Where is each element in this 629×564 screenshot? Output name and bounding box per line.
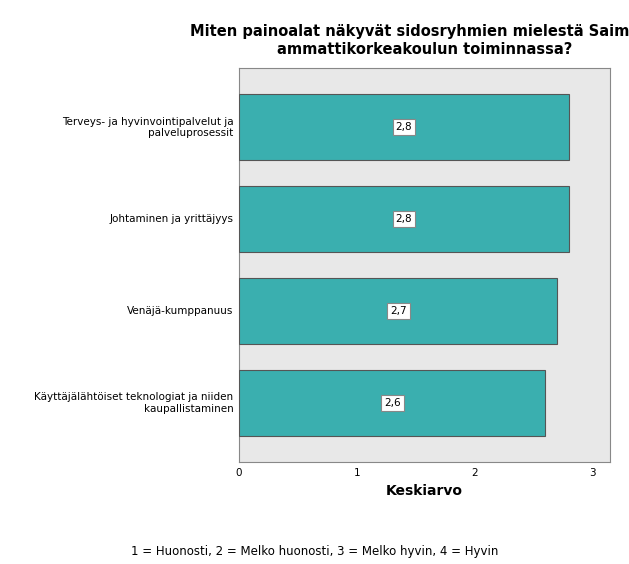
Text: 2,6: 2,6 bbox=[384, 398, 401, 408]
Bar bbox=[239, 278, 557, 344]
Bar bbox=[239, 186, 569, 252]
Text: 2,7: 2,7 bbox=[390, 306, 406, 316]
Title: Miten painoalat näkyvät sidosryhmien mielestä Saimaan
ammattikorkeakoulun toimin: Miten painoalat näkyvät sidosryhmien mie… bbox=[190, 24, 629, 57]
Text: 2,8: 2,8 bbox=[396, 122, 412, 133]
Text: 1 = Huonosti, 2 = Melko huonosti, 3 = Melko hyvin, 4 = Hyvin: 1 = Huonosti, 2 = Melko huonosti, 3 = Me… bbox=[131, 545, 498, 558]
Bar bbox=[239, 94, 569, 160]
Text: 2,8: 2,8 bbox=[396, 214, 412, 224]
X-axis label: Keskiarvo: Keskiarvo bbox=[386, 483, 463, 497]
Bar bbox=[239, 370, 545, 436]
